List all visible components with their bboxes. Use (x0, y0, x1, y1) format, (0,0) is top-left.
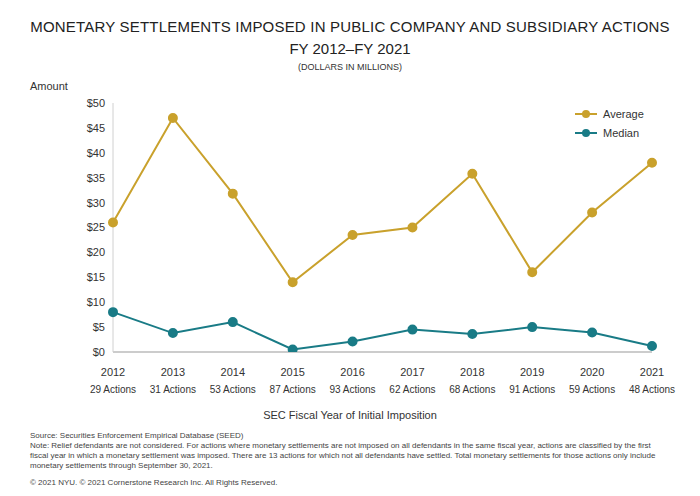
svg-text:62 Actions: 62 Actions (389, 384, 435, 395)
svg-text:2016: 2016 (340, 366, 364, 378)
svg-text:2018: 2018 (460, 366, 484, 378)
svg-text:$0: $0 (93, 346, 105, 358)
svg-text:29 Actions: 29 Actions (90, 384, 136, 395)
html-text:Amount: Amount (30, 80, 68, 92)
svg-text:$45: $45 (87, 122, 105, 134)
svg-text:$20: $20 (87, 246, 105, 258)
html-text:Median: Median (603, 126, 640, 139)
svg-text:$30: $30 (87, 197, 105, 209)
svg-text:2021: 2021 (640, 366, 664, 378)
html-text:MONETARY SETTLEMENTS IMPOSED I: MONETARY SETTLEMENTS IMPOSED IN PUBLIC C… (30, 18, 670, 35)
svg-text:53 Actions: 53 Actions (210, 384, 256, 395)
html-text:© 2021 NYU. © 2021 Cornerstone: © 2021 NYU. © 2021 Cornerstone Research … (30, 478, 278, 487)
svg-text:2019: 2019 (520, 366, 544, 378)
svg-text:87 Actions: 87 Actions (270, 384, 316, 395)
svg-text:$15: $15 (87, 271, 105, 283)
svg-text:2012: 2012 (101, 366, 125, 378)
svg-text:$25: $25 (87, 221, 105, 233)
html-text:FY 2012–FY 2021: FY 2012–FY 2021 (289, 40, 411, 57)
svg-text:$35: $35 (87, 172, 105, 184)
html-text:Source: Securities Enforcement: Source: Securities Enforcement Empirical… (30, 431, 244, 440)
html-text:Note: Relief defendants are no: Note: Relief defendants are not consider… (30, 441, 656, 470)
svg-text:31 Actions: 31 Actions (150, 384, 196, 395)
svg-text:$40: $40 (87, 147, 105, 159)
svg-text:2014: 2014 (221, 366, 245, 378)
svg-text:68 Actions: 68 Actions (449, 384, 495, 395)
svg-text:2020: 2020 (580, 366, 604, 378)
svg-text:59 Actions: 59 Actions (569, 384, 615, 395)
svg-text:$50: $50 (87, 97, 105, 109)
svg-text:91 Actions: 91 Actions (509, 384, 555, 395)
svg-text:$10: $10 (87, 296, 105, 308)
svg-text:2013: 2013 (161, 366, 185, 378)
html-text:Average: Average (603, 107, 644, 120)
svg-text:$5: $5 (93, 321, 105, 333)
svg-text:2017: 2017 (400, 366, 424, 378)
svg-text:2015: 2015 (280, 366, 304, 378)
html-text:SEC Fiscal Year of Initial Imp: SEC Fiscal Year of Initial Imposition (263, 409, 437, 421)
html-text:(DOLLARS IN MILLIONS): (DOLLARS IN MILLIONS) (298, 62, 402, 72)
svg-text:48 Actions: 48 Actions (629, 384, 675, 395)
svg-text:93 Actions: 93 Actions (329, 384, 375, 395)
